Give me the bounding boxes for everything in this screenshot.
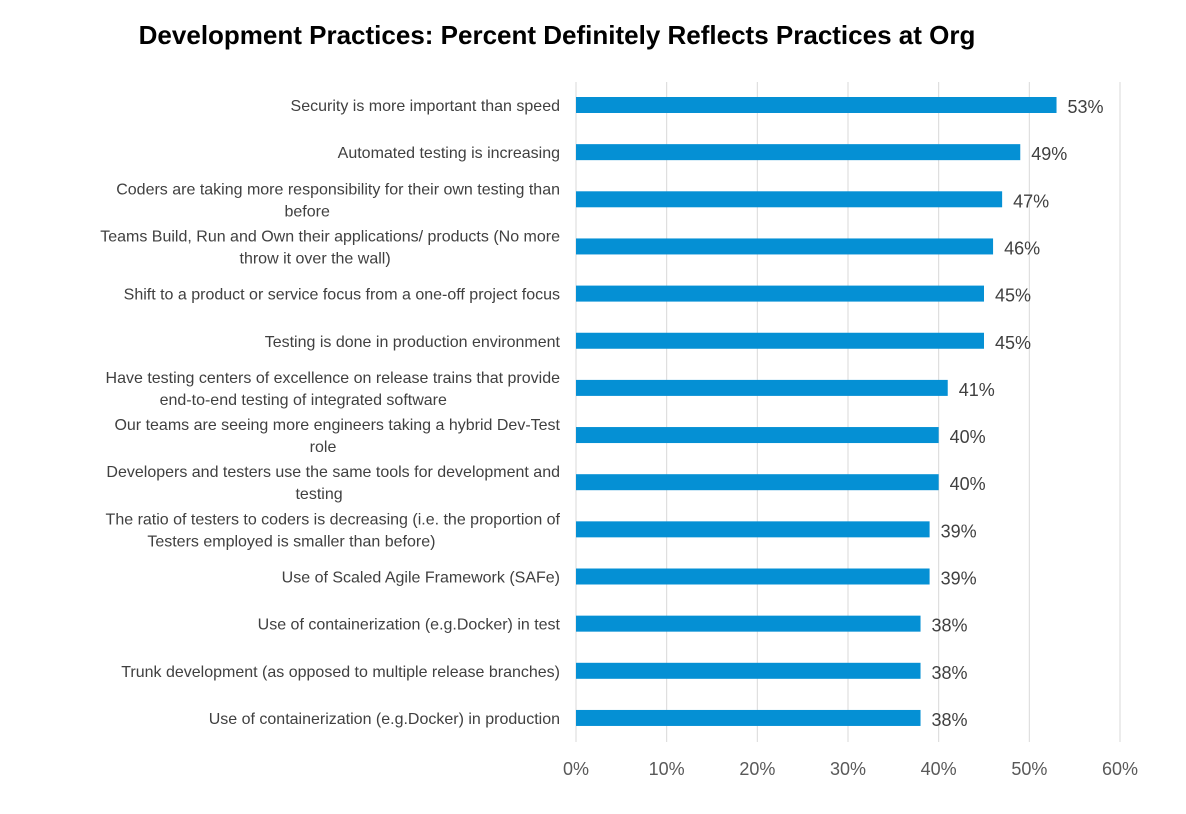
category-label: Teams Build, Run and Own their applicati… <box>100 228 560 245</box>
x-tick-label: 60% <box>1102 759 1138 779</box>
category-label: Testing is done in production environmen… <box>265 334 561 351</box>
bar <box>576 662 921 679</box>
x-tick-label: 50% <box>1011 759 1047 779</box>
gridlines <box>575 82 1121 742</box>
data-label: 45% <box>995 333 1031 353</box>
data-label: 40% <box>950 427 986 447</box>
category-label: end-to-end testing of integrated softwar… <box>160 392 447 409</box>
x-tick-label: 10% <box>649 759 685 779</box>
x-tick-label: 30% <box>830 759 866 779</box>
bar <box>576 379 948 396</box>
category-label: Automated testing is increasing <box>338 145 560 162</box>
x-tick-label: 0% <box>563 759 589 779</box>
category-label: throw it over the wall) <box>240 250 391 267</box>
bar <box>576 615 921 632</box>
category-label: before <box>285 203 330 220</box>
category-label: Use of containerization (e.g.Docker) in … <box>209 711 560 728</box>
data-label: 49% <box>1031 144 1067 164</box>
bar <box>576 568 930 585</box>
bar <box>576 709 921 726</box>
data-label: 40% <box>950 474 986 494</box>
category-label: Security is more important than speed <box>291 98 560 115</box>
value-labels: 53% 49% 47% 46% 45% 45% 41% 40% 40% 39% 39% 38% 38% 3… <box>932 97 1104 730</box>
category-label: Coders are taking more responsibility fo… <box>116 181 560 198</box>
data-label: 39% <box>941 569 977 589</box>
bar <box>576 191 1003 208</box>
category-label: role <box>310 439 337 456</box>
bar <box>576 427 939 444</box>
data-label: 47% <box>1013 191 1049 211</box>
x-tick-label: 40% <box>921 759 957 779</box>
category-label: Our teams are seeing more engineers taki… <box>114 417 560 434</box>
data-label: 38% <box>932 663 968 683</box>
category-label: Use of Scaled Agile Framework (SAFe) <box>282 570 560 587</box>
bar <box>576 144 1021 161</box>
data-label: 38% <box>932 616 968 636</box>
data-label: 38% <box>932 710 968 730</box>
bar <box>576 474 939 491</box>
category-label: Have testing centers of excellence on re… <box>106 370 561 387</box>
data-label: 45% <box>995 286 1031 306</box>
category-label: Use of containerization (e.g.Docker) in … <box>258 617 561 634</box>
data-label: 53% <box>1068 97 1104 117</box>
category-label: The ratio of testers to coders is decrea… <box>106 511 561 528</box>
category-label: Testers employed is smaller than before) <box>147 533 435 550</box>
bars <box>576 97 1057 726</box>
chart-title: Development Practices: Percent Definitel… <box>138 20 976 50</box>
x-tick-label: 20% <box>739 759 775 779</box>
data-label: 39% <box>941 521 977 541</box>
data-label: 46% <box>1004 238 1040 258</box>
bar <box>576 332 984 349</box>
category-label: Shift to a product or service focus from… <box>124 287 560 304</box>
x-axis-ticks: 0% 10% 20% 30% 40% 50% 60% <box>563 759 1138 779</box>
category-labels: Security is more important than speed Aut… <box>100 98 560 728</box>
category-label: Developers and testers use the same tool… <box>106 464 560 481</box>
category-label: Trunk development (as opposed to multipl… <box>121 664 560 681</box>
bar <box>576 97 1057 113</box>
bar <box>576 238 994 255</box>
category-label: testing <box>295 486 342 503</box>
bar <box>576 521 930 538</box>
bar <box>576 285 984 302</box>
data-label: 41% <box>959 380 995 400</box>
